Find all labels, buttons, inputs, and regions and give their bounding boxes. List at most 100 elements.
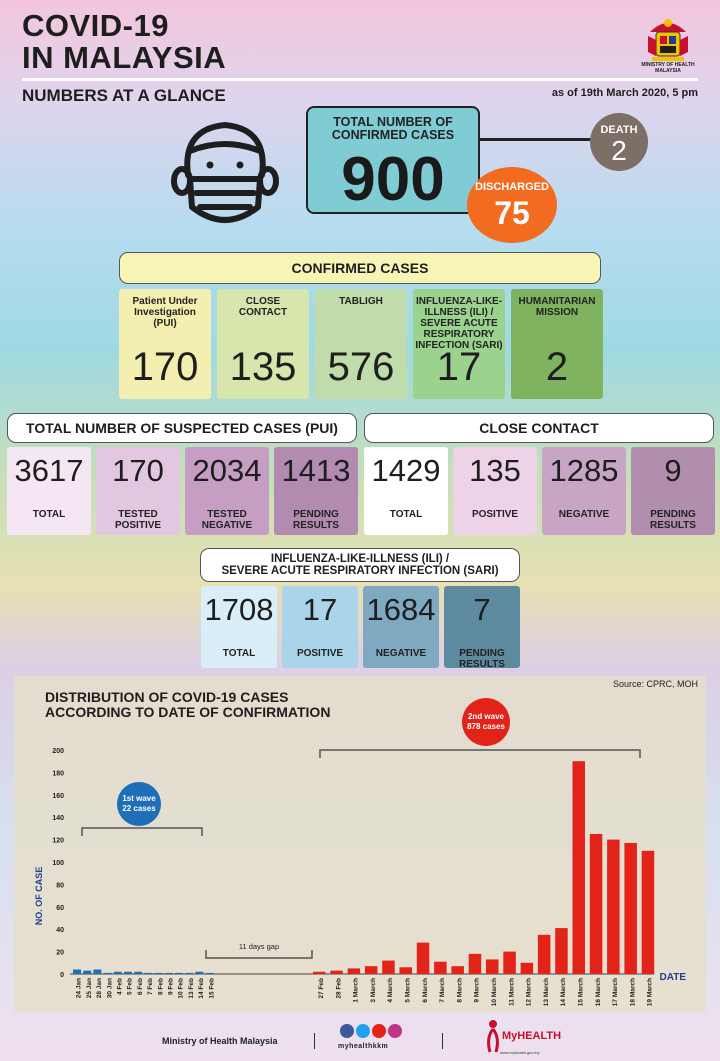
footer-separator <box>442 1033 443 1049</box>
chart-title-line-1: DISTRIBUTION OF COVID-19 CASES <box>45 689 288 705</box>
card-value: 3617 <box>14 453 84 488</box>
card-label: PENDING RESULTS <box>293 509 339 531</box>
card-label: TOTAL <box>32 509 66 520</box>
bar <box>607 839 620 974</box>
y-tick-label: 160 <box>52 793 64 800</box>
y-tick-label: 100 <box>52 860 64 867</box>
bar <box>205 972 214 974</box>
x-tick-labels: 24 Jan 25 Jan 28 Jan 30 Jan 4 Feb 5 Feb 6 Feb 7… <box>76 978 654 1006</box>
ministry-label: MINISTRY OF HEALTH MALAYSIA <box>641 62 695 74</box>
bar <box>624 842 637 974</box>
confirmed-card: TABLIGH 576 <box>315 289 407 399</box>
card-label: NEGATIVE <box>375 648 427 659</box>
card-value: 9 <box>664 453 682 488</box>
card-value: 1285 <box>549 453 619 488</box>
card-label: NEGATIVE <box>558 509 610 520</box>
x-tick-label: 25 Jan <box>86 978 93 998</box>
card-label: PENDING RESULTS <box>459 648 505 670</box>
y-tick-label: 80 <box>56 882 64 889</box>
card-label: INFLUENZA-LIKE- ILLNESS (ILI) / SEVERE A… <box>415 296 503 351</box>
close-contact-header: CLOSE CONTACT <box>364 413 714 443</box>
bar <box>572 761 585 974</box>
card-value: 7 <box>473 592 491 627</box>
card-value: 576 <box>327 345 395 389</box>
confirmed-card: CLOSE CONTACT 135 <box>217 289 309 399</box>
ili-sari-card: TOTAL 1708 <box>201 586 277 668</box>
y-tick-label: 0 <box>60 972 64 979</box>
bar <box>451 966 464 974</box>
as-of-date: as of 19th March 2020, 5 pm <box>551 87 698 99</box>
bar <box>124 971 132 974</box>
card-label: PENDING RESULTS <box>650 509 696 531</box>
wave2-bubble <box>462 698 510 746</box>
x-tick-label: 10 Feb <box>178 978 185 999</box>
card-label: TOTAL <box>389 509 423 520</box>
gap-label: 11 days gap <box>239 942 279 951</box>
x-tick-label: 13 March <box>543 978 550 1006</box>
bar <box>641 850 655 974</box>
close-contact-card: PENDING RESULTS 9 <box>631 447 715 535</box>
x-tick-label: 3 March <box>370 978 377 1003</box>
total-confirmed-value: 900 <box>341 145 445 214</box>
card-value: 135 <box>229 345 297 389</box>
bar <box>134 971 143 974</box>
card-label: POSITIVE <box>471 509 519 520</box>
bar <box>416 942 430 974</box>
bar <box>382 960 395 974</box>
close-contact-card: NEGATIVE 1285 <box>542 447 626 535</box>
close-contact-card: TOTAL 1429 <box>364 447 448 535</box>
x-tick-label: 6 March <box>422 978 429 1003</box>
x-tick-label: 9 Feb <box>168 978 175 995</box>
suspected-card: PENDING RESULTS 1413 <box>274 447 358 535</box>
x-tick-label: 9 March <box>474 978 481 1003</box>
page-subtitle: NUMBERS AT A GLANCE <box>22 86 226 105</box>
confirmed-cases-header: CONFIRMED CASES <box>119 252 601 284</box>
instagram-icon[interactable] <box>388 1024 402 1038</box>
youtube-icon[interactable] <box>372 1024 386 1038</box>
x-tick-label: 18 March <box>629 978 636 1006</box>
social-handle[interactable]: myhealthkkm <box>338 1043 389 1050</box>
y-tick-label: 40 <box>56 927 64 934</box>
bar <box>330 970 343 974</box>
x-tick-label: 17 March <box>612 978 619 1006</box>
card-value: 170 <box>112 453 164 488</box>
bar <box>154 972 163 974</box>
y-tick-label: 60 <box>56 905 64 912</box>
y-tick-label: 140 <box>52 815 64 822</box>
confirmed-card: HUMANITARIAN MISSION 2 <box>511 289 603 399</box>
x-tick-label: 6 Feb <box>137 978 144 995</box>
myhealth-logo-icon <box>487 1020 499 1053</box>
bar <box>103 972 112 974</box>
card-value: 17 <box>302 592 338 627</box>
twitter-icon[interactable] <box>356 1024 370 1038</box>
facebook-icon[interactable] <box>340 1024 354 1038</box>
card-value: 135 <box>469 453 521 488</box>
x-tick-label: 11 March <box>508 978 515 1006</box>
ili-sari-header: INFLUENZA-LIKE-ILLNESS (ILI) / SEVERE AC… <box>200 548 520 582</box>
myhealth-url: www.myhealth.gov.my <box>500 1050 540 1055</box>
ministry-crest-icon <box>648 19 688 61</box>
discharged-value: 75 <box>494 195 530 231</box>
wave2-label: 878 cases <box>467 722 505 731</box>
card-label: TESTED NEGATIVE <box>201 509 253 531</box>
y-tick-label: 20 <box>56 950 64 957</box>
card-value: 1684 <box>366 592 436 627</box>
x-tick-label: 4 March <box>387 978 394 1003</box>
bar <box>503 951 516 974</box>
suspected-cases-header: TOTAL NUMBER OF SUSPECTED CASES (PUI) <box>7 413 357 443</box>
card-value: 1413 <box>281 453 351 488</box>
bar <box>195 971 204 974</box>
x-tick-label: 14 March <box>560 978 567 1006</box>
chart-title-line-2: ACCORDING TO DATE OF CONFIRMATION <box>45 704 330 720</box>
suspected-card: TESTED POSITIVE 170 <box>96 447 180 535</box>
x-tick-label: 12 March <box>526 978 533 1006</box>
distribution-chart: DISTRIBUTION OF COVID-19 CASES ACCORDING… <box>34 679 698 1006</box>
x-tick-label: 27 Feb <box>318 978 325 999</box>
chart-source: Source: CPRC, MOH <box>613 679 698 689</box>
x-tick-label: 5 March <box>404 978 411 1003</box>
x-tick-label: 30 Jan <box>106 978 113 998</box>
card-label: TABLIGH <box>339 296 383 307</box>
bar <box>144 972 153 974</box>
x-tick-label: 14 Feb <box>198 978 205 999</box>
bar <box>520 962 534 974</box>
